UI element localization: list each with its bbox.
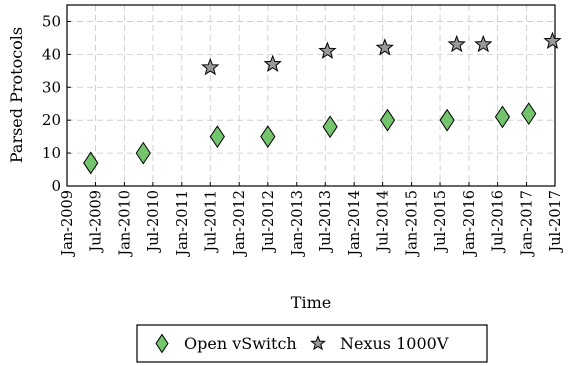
legend-box bbox=[136, 324, 488, 363]
y-tick-label: 20 bbox=[42, 111, 61, 129]
nexus-1000v-point bbox=[375, 38, 394, 56]
x-tick-label: Jan-2012 bbox=[232, 190, 248, 258]
x-tick-label: Jan-2013 bbox=[290, 190, 306, 258]
open-vswitch-point bbox=[135, 141, 151, 165]
x-tick-label: Jan-2017 bbox=[520, 190, 536, 258]
open-vswitch-point bbox=[379, 108, 396, 132]
x-tick-label: Jan-2009 bbox=[60, 190, 76, 258]
y-axis-label: Parsed Protocols bbox=[7, 27, 26, 163]
open-vswitch-point bbox=[83, 151, 99, 175]
legend-label: Open vSwitch bbox=[184, 334, 297, 353]
y-tick-label: 30 bbox=[42, 78, 61, 96]
x-tick-label: Jan-2015 bbox=[405, 190, 421, 258]
y-tick-label: 10 bbox=[42, 144, 61, 162]
legend-star-marker bbox=[310, 335, 326, 351]
x-axis: Jan-2009 Jul-2009 Jan-2010 Jul-2010 Jan-2011… bbox=[60, 182, 564, 258]
legend: Open vSwitch Nexus 1000V bbox=[136, 324, 488, 363]
y-tick-label: 50 bbox=[42, 12, 61, 30]
y-axis: 0 10 20 30 40 50 bbox=[42, 12, 71, 195]
x-tick-label: Jul-2014 bbox=[376, 190, 392, 254]
x-tick-label: Jul-2015 bbox=[433, 190, 449, 254]
data-points bbox=[83, 31, 562, 175]
open-vswitch-point bbox=[439, 108, 455, 132]
nexus-1000v-point bbox=[474, 34, 493, 53]
open-vswitch-point bbox=[260, 125, 276, 149]
x-tick-label: Jul-2011 bbox=[203, 190, 219, 254]
nexus-1000v-point bbox=[263, 54, 282, 73]
x-tick-label: Jan-2016 bbox=[462, 190, 478, 258]
x-tick-label: Jul-2010 bbox=[146, 190, 162, 254]
nexus-1000v-point bbox=[318, 41, 337, 59]
nexus-1000v-point bbox=[201, 57, 220, 76]
x-tick-label: Jul-2016 bbox=[491, 190, 507, 254]
nexus-1000v-point bbox=[543, 31, 562, 49]
plot-frame bbox=[66, 4, 556, 187]
open-vswitch-point bbox=[209, 125, 225, 149]
open-vswitch-point bbox=[521, 102, 537, 126]
x-tick-label: Jul-2009 bbox=[88, 190, 104, 254]
y-tick-label: 0 bbox=[51, 177, 61, 195]
x-tick-label: Jul-2017 bbox=[548, 190, 564, 254]
open-vswitch-point bbox=[494, 105, 511, 129]
legend-label: Nexus 1000V bbox=[340, 334, 449, 353]
x-tick-label: Jul-2012 bbox=[261, 190, 277, 254]
x-tick-label: Jan-2014 bbox=[347, 190, 363, 258]
legend-diamond-marker bbox=[155, 333, 169, 354]
x-tick-label: Jan-2010 bbox=[117, 190, 133, 258]
open-vswitch-point bbox=[322, 115, 338, 139]
x-tick-label: Jul-2013 bbox=[318, 190, 334, 254]
y-tick-label: 40 bbox=[42, 45, 61, 63]
nexus-1000v-point bbox=[447, 34, 466, 53]
x-axis-label: Time bbox=[291, 293, 331, 312]
x-tick-label: Jan-2011 bbox=[175, 190, 191, 258]
